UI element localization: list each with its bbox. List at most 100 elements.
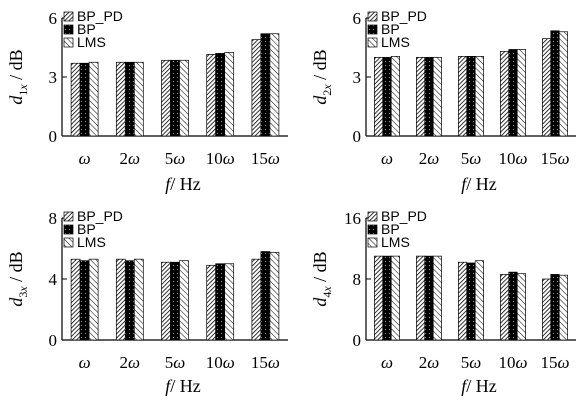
y-axis-label: d4x / dB (310, 251, 334, 306)
bar-bp_pd-1 (374, 255, 384, 341)
bar-bp_pd-2 (115, 61, 126, 137)
bar-bp-4 (215, 263, 226, 341)
x-axis-label: f/ Hz (461, 376, 497, 396)
bar-bp-1 (79, 260, 90, 341)
y-tick-label: 6 (353, 9, 362, 28)
legend-swatch-bp_pd (63, 11, 74, 22)
legend-swatch-lms (367, 37, 378, 48)
bar-lms-5 (269, 33, 280, 137)
legend-label-bp_pd: BP_PD (381, 208, 427, 224)
bar-bp-1 (79, 62, 90, 137)
legend-swatch-bp (367, 224, 378, 235)
bar-bp_pd-1 (70, 258, 81, 341)
legend-swatch-bp_pd (63, 211, 74, 222)
x-tick-label: 15ω (540, 149, 569, 168)
bar-lms-2 (432, 56, 442, 137)
bar-bp-5 (260, 251, 271, 341)
y-tick-label: 8 (353, 270, 362, 289)
x-tick-label: 10ω (498, 149, 527, 168)
y-tick-label: 0 (353, 127, 362, 146)
y-tick-label: 6 (49, 9, 58, 28)
bar-bp-5 (260, 33, 271, 137)
x-tick-label: ω (79, 149, 91, 168)
bar-lms-2 (133, 258, 144, 341)
bar-bp_pd-3 (458, 55, 468, 137)
x-tick-label: 2ω (419, 353, 440, 372)
bar-bp-4 (508, 49, 518, 137)
bar-lms-4 (516, 49, 526, 137)
legend-label-bp_pd: BP_PD (77, 208, 123, 224)
x-tick-label: 15ω (540, 353, 569, 372)
bar-lms-3 (474, 55, 484, 137)
legend-swatch-lms (367, 237, 378, 248)
legend-swatch-lms (63, 37, 74, 48)
legend-label-bp_pd: BP_PD (381, 8, 427, 24)
x-tick-label: 10ω (206, 149, 235, 168)
bar-lms-3 (179, 59, 189, 137)
bar-bp-2 (424, 255, 434, 341)
x-axis-label: f/ Hz (165, 376, 201, 396)
x-tick-label: 5ω (165, 353, 186, 372)
legend-label-lms: LMS (77, 34, 106, 50)
bar-bp-3 (466, 55, 476, 137)
bar-bp-5 (550, 274, 560, 341)
legend-label-lms: LMS (381, 34, 410, 50)
bar-lms-4 (224, 263, 235, 341)
y-axis-label: d3x / dB (6, 251, 30, 306)
y-tick-label: 3 (49, 68, 58, 87)
x-axis-label: f/ Hz (461, 174, 497, 194)
bar-lms-5 (269, 251, 280, 341)
x-tick-label: 2ω (419, 149, 440, 168)
bar-bp-3 (466, 262, 476, 341)
bar-lms-3 (179, 260, 189, 341)
bar-bp-4 (508, 271, 518, 341)
bar-bp-2 (424, 56, 434, 137)
bar-bp-1 (382, 56, 392, 137)
x-tick-label: 15ω (251, 353, 280, 372)
legend-label-lms: LMS (381, 234, 410, 250)
bar-lms-4 (516, 273, 526, 341)
bar-bp_pd-3 (161, 261, 171, 341)
legend-label-lms: LMS (77, 234, 106, 250)
bar-bp_pd-2 (416, 255, 426, 341)
bar-bp-3 (170, 261, 180, 341)
bar-lms-4 (224, 52, 235, 137)
bar-bp-3 (170, 59, 180, 137)
bar-lms-2 (133, 61, 144, 137)
bar-lms-1 (390, 55, 400, 137)
legend-swatch-bp_pd (367, 11, 378, 22)
x-tick-label: ω (79, 353, 91, 372)
y-axis-label: d2x / dB (310, 49, 334, 104)
bar-lms-1 (390, 255, 400, 341)
bar-lms-5 (558, 31, 568, 137)
x-tick-label: 5ω (461, 149, 482, 168)
legend-label-bp: BP (381, 221, 400, 237)
x-tick-label: 10ω (206, 353, 235, 372)
legend-label-bp: BP (381, 21, 400, 37)
bar-bp_pd-4 (206, 264, 217, 341)
bar-bp-2 (124, 61, 135, 137)
bar-lms-5 (558, 274, 568, 341)
bar-bp-1 (382, 255, 392, 341)
bar-bp_pd-1 (70, 62, 81, 137)
bar-bp_pd-4 (206, 54, 217, 137)
legend-label-bp: BP (77, 21, 96, 37)
y-tick-label: 3 (353, 68, 362, 87)
x-axis-label: f/ Hz (165, 174, 201, 194)
legend-swatch-bp_pd (367, 211, 378, 222)
legend-swatch-lms (63, 237, 74, 248)
bar-bp_pd-4 (500, 274, 510, 341)
x-tick-label: ω (381, 353, 393, 372)
bar-bp_pd-5 (251, 258, 262, 341)
legend-swatch-bp (63, 24, 74, 35)
bar-bp-5 (550, 30, 560, 137)
bar-bp_pd-1 (374, 56, 384, 137)
bar-bp-4 (215, 53, 226, 137)
x-tick-label: 2ω (120, 353, 141, 372)
y-tick-label: 0 (49, 127, 58, 146)
legend-swatch-bp (63, 224, 74, 235)
x-tick-label: ω (381, 149, 393, 168)
